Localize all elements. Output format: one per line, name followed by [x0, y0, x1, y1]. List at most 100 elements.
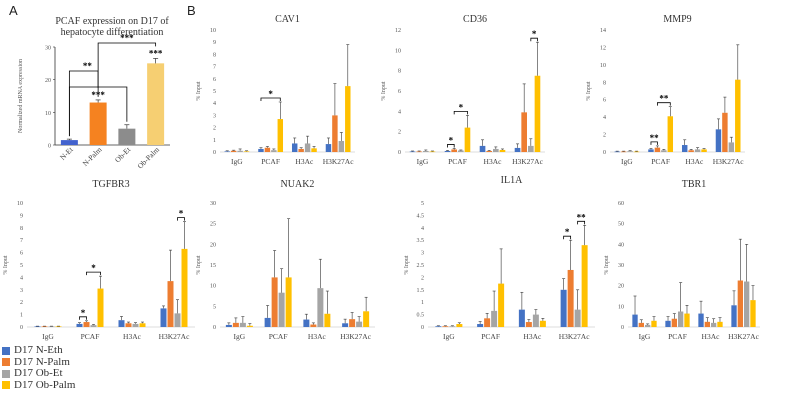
- y-tick-label: 2: [421, 275, 424, 281]
- bar: [303, 319, 310, 327]
- bar: [728, 142, 735, 152]
- bar: [493, 148, 499, 152]
- bar: [167, 281, 174, 327]
- bar: [332, 115, 338, 152]
- y-tick-label: 1.5: [417, 288, 425, 294]
- bar: [48, 326, 55, 327]
- bar: [614, 151, 620, 153]
- x-category-label: H3Ac: [484, 157, 503, 166]
- y-tick-label: 1: [213, 138, 216, 144]
- chart-title: TGFBR3: [92, 179, 129, 190]
- y-tick-label: 30: [618, 263, 624, 269]
- y-tick-label: 10: [210, 28, 216, 34]
- y-tick-label: 6: [20, 251, 23, 257]
- legend-item-n-eth: D17 N-Eth: [2, 344, 75, 357]
- y-tick-label: 15: [210, 263, 216, 269]
- x-category-label: PCAF: [269, 332, 288, 341]
- bar: [737, 280, 743, 327]
- bar: [451, 149, 457, 152]
- bar: [147, 63, 165, 146]
- bar: [661, 150, 667, 152]
- x-category-label: N-Et: [58, 144, 75, 161]
- significance-label: *: [532, 29, 537, 39]
- chart-title: IL1A: [501, 175, 523, 186]
- chart-cav1: CAV1 % Input 0 1 2 3 4 5 6 7 8 9 10 IgG PCAF H3Ac H3K27A…: [196, 14, 355, 166]
- x-category-label: Ob-Palm: [136, 145, 162, 171]
- significance-label: **: [577, 212, 587, 222]
- significance-bracket: [530, 37, 538, 42]
- x-category-label: H3Ac: [702, 332, 721, 341]
- panel-label-b: B: [187, 3, 196, 18]
- bar: [518, 309, 525, 327]
- y-tick-label: 0: [621, 325, 624, 331]
- bar: [291, 143, 298, 152]
- bar: [534, 75, 541, 152]
- x-category-label: H3Ac: [523, 332, 542, 341]
- bar: [317, 288, 324, 327]
- bar: [632, 314, 638, 327]
- y-tick-label: 2: [603, 133, 606, 139]
- significance-label: **: [659, 94, 669, 104]
- bar: [442, 326, 449, 327]
- bar: [277, 119, 284, 152]
- x-category-label: H3K27Ac: [340, 332, 371, 341]
- x-category-label: H3Ac: [295, 157, 314, 166]
- bar: [456, 324, 463, 327]
- bar: [416, 151, 422, 153]
- bar: [731, 305, 737, 327]
- bar: [688, 150, 694, 152]
- y-axis-label: % Input: [381, 81, 387, 100]
- bar: [246, 325, 253, 327]
- y-tick-label: 12: [600, 45, 606, 51]
- bar: [76, 323, 83, 327]
- bar: [90, 325, 97, 327]
- bar: [560, 289, 567, 327]
- bar: [514, 147, 521, 152]
- bar: [479, 145, 486, 152]
- significance-label: **: [650, 133, 660, 143]
- y-tick-label: 4: [20, 275, 23, 281]
- y-tick-label: 10: [600, 63, 606, 69]
- bar: [486, 150, 492, 152]
- bar-significance-label: ***: [149, 48, 163, 58]
- y-tick-label: 8: [398, 69, 401, 75]
- x-category-label: IgG: [231, 157, 243, 166]
- y-tick-label: 3: [421, 251, 424, 257]
- y-tick-label: 0: [48, 144, 51, 150]
- y-tick-label: 10: [17, 201, 23, 207]
- legend-label: D17 Ob-Et: [14, 367, 63, 379]
- bar: [701, 149, 707, 152]
- bar: [477, 324, 484, 327]
- significance-bracket: [86, 271, 101, 276]
- bar: [429, 151, 436, 153]
- x-category-label: IgG: [417, 157, 429, 166]
- significance-bracket: [447, 144, 455, 148]
- x-category-label: IgG: [234, 332, 246, 341]
- bar: [278, 292, 285, 327]
- significance-bracket: [177, 217, 185, 221]
- x-category-label: H3K27Ac: [559, 332, 590, 341]
- y-tick-label: 2: [398, 130, 401, 136]
- legend-item-ob-palm: D17 Ob-Palm: [2, 379, 75, 392]
- legend-label: D17 N-Eth: [14, 344, 63, 356]
- chart-title: NUAK2: [281, 179, 315, 190]
- y-tick-label: 8: [20, 226, 23, 232]
- y-tick-label: 8: [603, 80, 606, 86]
- y-tick-label: 9: [213, 40, 216, 46]
- bar: [449, 326, 456, 327]
- bar: [651, 320, 657, 327]
- y-tick-label: 10: [618, 304, 624, 310]
- y-tick-label: 40: [618, 242, 624, 248]
- bar: [717, 321, 723, 327]
- x-category-label: PCAF: [668, 332, 687, 341]
- bar: [671, 318, 677, 327]
- chart-mmp9: MMP9 % Input 0 2 4 6 8 10 12 14 IgG PCAF H3Ac H3K27Ac…: [586, 14, 745, 166]
- significance-label: *: [449, 135, 454, 145]
- y-axis-label: % Input: [586, 81, 592, 100]
- y-axis-label: % Input: [404, 255, 410, 274]
- chart-il1a: IL1A % Input 0 0.5 1 1.5 2 2.5 3 3.5 4 4.5 5 IgG PCAF H…: [404, 175, 595, 341]
- chart-tbr1: TBR1 % Input 0 10 20 30 40 50 60 IgG PCAF H3Ac H3K27…: [604, 179, 760, 341]
- y-tick-label: 4: [603, 115, 606, 121]
- significance-label: *: [565, 227, 570, 237]
- y-tick-label: 20: [45, 78, 51, 84]
